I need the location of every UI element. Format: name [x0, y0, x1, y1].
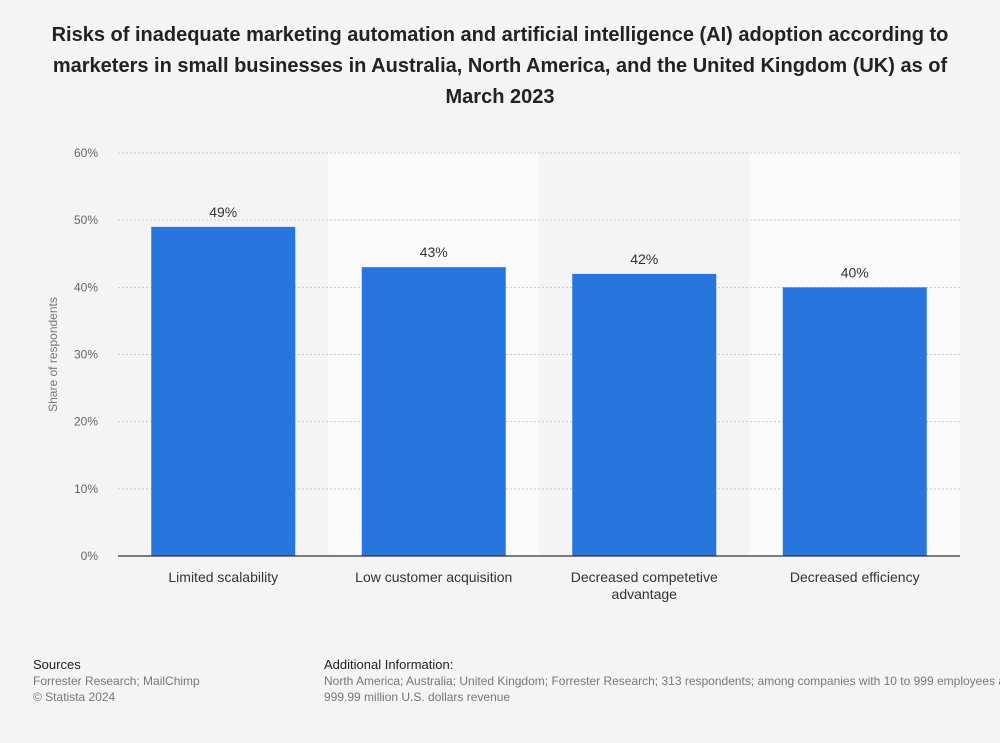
y-tick-label: 60% [74, 146, 98, 160]
data-label: 49% [209, 204, 237, 220]
y-tick-label: 30% [74, 348, 98, 362]
sources-heading: Sources [33, 657, 81, 672]
bar [151, 227, 295, 556]
additional-info-text: North America; Australia; United Kingdom… [324, 673, 1000, 689]
y-axis-label: Share of respondents [46, 297, 60, 412]
x-tick-label: advantage [612, 586, 678, 602]
sources-section: Sources Forrester Research; MailChimp © … [33, 657, 293, 705]
y-tick-label: 40% [74, 280, 98, 294]
additional-info-heading: Additional Information: [324, 657, 453, 672]
bar [362, 267, 506, 556]
y-tick-label: 0% [81, 549, 99, 563]
y-tick-label: 10% [74, 482, 98, 496]
additional-info-text-continued: 999.99 million U.S. dollars revenue [324, 689, 1000, 705]
x-tick-label: Limited scalability [168, 569, 278, 585]
bar [572, 274, 716, 556]
copyright-text: © Statista 2024 [33, 690, 115, 704]
data-label: 42% [630, 251, 658, 267]
x-tick-label: Low customer acquisition [355, 569, 512, 585]
y-tick-label: 20% [74, 415, 98, 429]
data-label: 43% [420, 244, 448, 260]
data-label: 40% [841, 264, 869, 280]
bar [783, 287, 927, 556]
additional-info-section: Additional Information: North America; A… [324, 657, 1000, 705]
x-tick-label: Decreased competetive [571, 569, 718, 585]
x-tick-label: Decreased efficiency [790, 569, 920, 585]
y-tick-label: 50% [74, 213, 98, 227]
sources-text[interactable]: Forrester Research; MailChimp [33, 674, 200, 688]
bar-chart: 0% 10% 20% 30% 40% 50% 60% Share of respondents… [0, 0, 1000, 640]
